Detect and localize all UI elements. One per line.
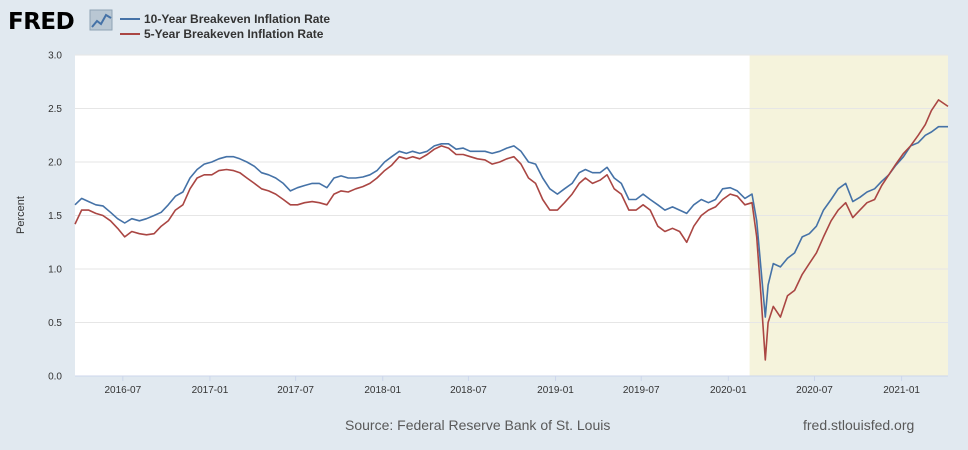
y-tick-label: 0.0 [48,372,62,383]
series-line-10y [74,125,948,318]
fred-logo-text: FRED [8,9,74,35]
y-tick-label: 1.5 [48,211,62,222]
y-tick-label: 3.0 [48,51,62,62]
x-tick-label: 2019-07 [623,385,660,396]
y-axis: 0.0 0.5 1.0 1.5 2.0 2.5 3.0 [48,51,62,383]
series-lines [74,99,949,361]
fred-url-link[interactable]: fred.stlouisfed.org [803,417,914,433]
x-tick-label: 2018-07 [450,385,487,396]
x-tick-label: 2018-01 [364,385,401,396]
y-tick-label: 2.0 [48,158,62,169]
y-tick-label: 1.0 [48,265,62,276]
x-tick-label: 2017-07 [277,385,314,396]
x-tick-label: 2020-07 [796,385,833,396]
x-tick-label: 2017-01 [192,385,229,396]
trend-line-icon [89,9,113,31]
y-tick-label: 2.5 [48,104,62,115]
x-tick-label: 2020-01 [710,385,747,396]
fred-logo[interactable]: FRED [8,9,113,35]
x-tick-label: 2019-01 [537,385,574,396]
source-text: Source: Federal Reserve Bank of St. Loui… [345,417,610,433]
x-tick-label: 2021-01 [883,385,920,396]
legend-label-5y: 5-Year Breakeven Inflation Rate [144,27,324,41]
legend-label-10y: 10-Year Breakeven Inflation Rate [144,12,330,26]
x-tick-label: 2016-07 [104,385,141,396]
legend: 10-Year Breakeven Inflation Rate 5-Year … [120,12,330,41]
series-line-5y [74,99,949,361]
x-axis: 2016-07 2017-01 2017-07 2018-01 2018-07 2019-… [104,376,920,396]
y-tick-label: 0.5 [48,318,62,329]
y-axis-title: Percent [15,196,27,234]
